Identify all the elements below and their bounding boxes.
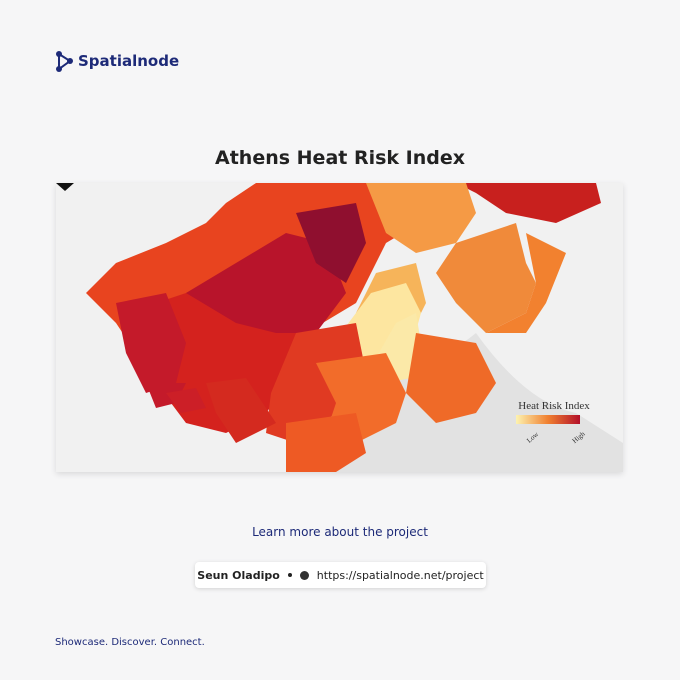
- brand[interactable]: Spatialnode: [54, 50, 179, 72]
- legend-title: Heat Risk Index: [518, 400, 590, 412]
- logo-icon: [56, 51, 73, 72]
- globe-icon: [299, 570, 309, 580]
- separator: [287, 573, 292, 577]
- legend-bar: [516, 415, 580, 424]
- map: Heat Risk Index Low High: [56, 183, 623, 472]
- credit-pill: Seun Oladipo https://spatialnode.net/pro…: [195, 562, 486, 588]
- title: Athens Heat Risk Index: [215, 147, 465, 169]
- project-link[interactable]: Learn more about the project: [252, 525, 428, 539]
- brand-name: Spatialnode: [78, 52, 180, 70]
- author: Seun Oladipo: [197, 568, 280, 582]
- tagline: Showcase. Discover. Connect.: [55, 637, 205, 648]
- url[interactable]: https://spatialnode.net/project: [316, 568, 484, 582]
